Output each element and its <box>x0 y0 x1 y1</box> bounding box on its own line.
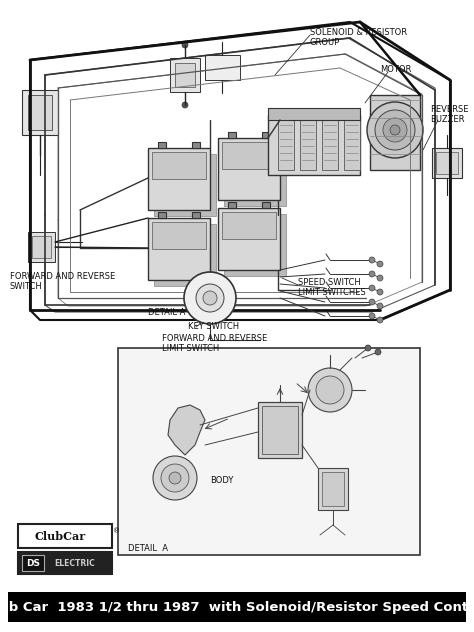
Bar <box>268 115 360 175</box>
Circle shape <box>369 257 375 263</box>
Circle shape <box>375 110 415 150</box>
Bar <box>22 555 44 571</box>
Bar <box>228 132 236 138</box>
Circle shape <box>161 464 189 492</box>
Circle shape <box>169 472 181 484</box>
Circle shape <box>375 349 381 355</box>
Bar <box>224 214 286 276</box>
Bar <box>318 468 348 510</box>
Bar <box>262 132 270 138</box>
Circle shape <box>369 313 375 319</box>
Bar <box>28 232 55 262</box>
Bar <box>22 90 58 135</box>
Text: FORWARD AND REVERSE
SWITCH: FORWARD AND REVERSE SWITCH <box>10 272 115 291</box>
Bar <box>222 212 276 239</box>
Circle shape <box>377 289 383 295</box>
Bar <box>432 148 462 178</box>
Circle shape <box>203 291 217 305</box>
Bar <box>436 152 458 174</box>
Text: SOLENOID & RESISTOR
GROUP: SOLENOID & RESISTOR GROUP <box>310 28 407 47</box>
Text: DS: DS <box>26 559 40 568</box>
Bar <box>258 402 302 458</box>
Bar <box>18 552 112 574</box>
Bar <box>218 138 280 200</box>
Circle shape <box>369 299 375 305</box>
Bar <box>154 224 216 286</box>
Bar <box>262 406 298 454</box>
Bar <box>278 120 294 170</box>
Text: ClubCar: ClubCar <box>35 530 86 542</box>
Bar <box>228 202 236 208</box>
Bar <box>158 142 166 148</box>
Text: ®: ® <box>113 528 120 534</box>
Bar <box>222 142 276 169</box>
Text: REVERSE
BUZZER: REVERSE BUZZER <box>430 105 468 125</box>
Circle shape <box>184 272 236 324</box>
Circle shape <box>377 317 383 323</box>
Bar <box>148 148 210 210</box>
Circle shape <box>365 345 371 351</box>
Circle shape <box>308 368 352 412</box>
Circle shape <box>367 102 423 158</box>
Bar <box>170 58 200 92</box>
Circle shape <box>377 275 383 281</box>
Bar <box>370 95 420 170</box>
Bar <box>28 95 52 130</box>
Text: SPEED SWITCH
LIMIT SWITCHES: SPEED SWITCH LIMIT SWITCHES <box>298 278 366 298</box>
Bar <box>118 348 420 555</box>
Bar <box>154 154 216 216</box>
Bar <box>205 55 240 80</box>
Circle shape <box>182 102 188 108</box>
Circle shape <box>369 285 375 291</box>
Text: FORWARD AND REVERSE
LIMIT SWITCH: FORWARD AND REVERSE LIMIT SWITCH <box>162 334 267 353</box>
Bar <box>218 208 280 270</box>
Circle shape <box>390 125 400 135</box>
Circle shape <box>383 118 407 142</box>
Bar <box>152 152 206 179</box>
Bar <box>18 524 112 548</box>
Bar <box>158 212 166 218</box>
Bar <box>192 212 200 218</box>
Bar <box>344 120 360 170</box>
Bar <box>268 108 360 120</box>
Text: Club Car  1983 1/2 thru 1987  with Solenoid/Resistor Speed Control: Club Car 1983 1/2 thru 1987 with Solenoi… <box>0 600 474 614</box>
Text: MOTOR: MOTOR <box>380 65 411 74</box>
Bar <box>148 218 210 280</box>
Bar <box>32 236 51 258</box>
Text: KEY SWITCH: KEY SWITCH <box>188 322 239 331</box>
Text: DETAIL  A: DETAIL A <box>128 544 168 553</box>
Bar <box>152 222 206 249</box>
Circle shape <box>316 376 344 404</box>
Bar <box>175 63 195 87</box>
Circle shape <box>369 271 375 277</box>
Polygon shape <box>168 405 205 455</box>
Text: ELECTRIC: ELECTRIC <box>55 559 95 568</box>
Bar <box>262 202 270 208</box>
Text: BODY: BODY <box>210 476 233 485</box>
Circle shape <box>182 42 188 48</box>
Circle shape <box>377 261 383 267</box>
Bar <box>300 120 316 170</box>
Circle shape <box>153 456 197 500</box>
Circle shape <box>377 303 383 309</box>
Bar <box>8 592 466 622</box>
Bar <box>322 120 338 170</box>
Bar <box>224 144 286 206</box>
Bar <box>322 472 344 506</box>
Text: DETAIL A: DETAIL A <box>148 308 185 317</box>
Circle shape <box>196 284 224 312</box>
Bar <box>192 142 200 148</box>
